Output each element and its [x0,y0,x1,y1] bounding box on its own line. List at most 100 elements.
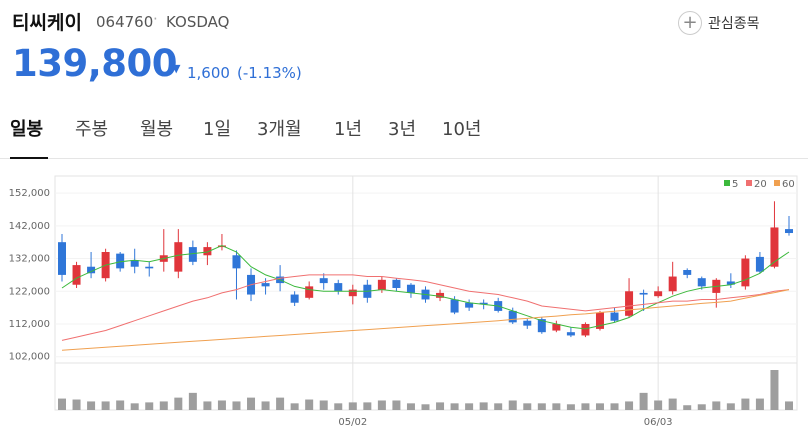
volume-bar [683,405,692,410]
volume-bar [58,398,66,410]
legend-swatch [724,180,730,186]
candle-body [58,242,66,275]
moving-average [61,289,790,351]
volume-bar [101,401,110,410]
candle-body [450,299,459,313]
volume-bar [537,403,546,410]
volume-bar [436,402,445,410]
candle-body [116,253,125,269]
volume-bar [217,400,226,410]
volume-bar [116,400,125,410]
candle-body [581,324,590,336]
tab[interactable]: 주봉 [75,119,109,140]
volume-bar [319,400,328,410]
volume-bar [130,403,139,410]
candle-body [290,294,299,303]
volume-bar [697,404,706,410]
tab[interactable]: 10년 [442,119,482,140]
volume-bar [494,403,503,410]
down-arrow: ▼ [172,62,181,75]
candle-body [188,247,197,262]
candle-body [203,247,212,256]
candle-body [625,291,634,316]
volume-bar [610,403,619,410]
volume-bar [334,403,343,410]
candle-body [305,286,314,298]
volume-bar [363,402,372,410]
volume-bar [145,402,154,410]
volume-bar [654,400,663,410]
volume-bar [232,401,241,410]
candle-body [770,227,779,267]
tab[interactable]: 일봉 [10,119,44,140]
moving-average [61,274,790,341]
candle-body [217,245,226,248]
change: 1,600 [187,64,230,82]
tab[interactable]: 3개월 [257,119,302,140]
volume-bar [377,400,386,410]
candle-body [595,312,604,329]
x-tick-label: 06/03 [644,417,673,428]
watchlist-button[interactable]: 관심종목 [708,16,760,32]
candle-body [334,283,343,292]
legend-label: 5 [732,179,738,190]
candle-body [72,265,81,285]
candle-body [683,270,692,275]
tab-underline [10,157,48,159]
volume-bar [581,403,590,410]
volume-bar [479,402,488,410]
moving-average [61,244,790,330]
candle-body [523,320,532,326]
tab[interactable]: 월봉 [140,119,174,140]
volume-bar [450,403,459,410]
divider [0,158,808,159]
volume-bar [595,403,604,410]
candle-body [174,242,183,272]
candle-body [552,324,561,331]
volume-bar [726,403,735,410]
volume-bar [87,401,96,410]
volume-bar [770,370,779,410]
candle-body [755,256,764,272]
volume-bar [72,399,81,410]
stock-code: 064760 [96,13,154,31]
volume-bar [261,401,270,410]
legend-label: 60 [782,179,795,190]
market: KOSDAQ [166,13,230,31]
volume-bar [247,397,256,410]
y-tick-label: 102,000 [9,352,50,363]
candle-body [232,255,241,269]
volume-bar [203,401,212,410]
volume-bar [188,392,197,410]
y-tick-label: 122,000 [9,286,50,297]
price: 139,800 [12,42,178,85]
tab[interactable]: 1년 [334,119,363,140]
volume-bar [668,398,677,410]
volume-bar [639,392,648,410]
tab[interactable]: 1일 [203,119,232,140]
volume-bar [159,401,168,410]
candle-body [377,279,386,290]
y-tick-label: 152,000 [9,188,50,199]
candle-body [436,292,445,298]
stock-name: 티씨케이 [12,12,82,34]
candle-body [668,276,677,292]
volume-bar [465,403,474,410]
volume-bar [421,404,430,410]
candle-body [348,289,357,297]
volume-bar [305,399,314,410]
candle-body [654,291,663,297]
volume-bar [276,397,285,410]
add-icon[interactable]: + [678,11,702,35]
volume-bar [290,403,299,410]
candle-body [537,319,546,333]
volume-bar [392,400,401,410]
candle-body [145,266,154,269]
legend-swatch [746,180,752,186]
candle-body [610,312,619,321]
candle-body [130,260,139,267]
candle-body [566,332,575,336]
volume-bar [741,398,750,410]
tab[interactable]: 3년 [388,119,417,140]
